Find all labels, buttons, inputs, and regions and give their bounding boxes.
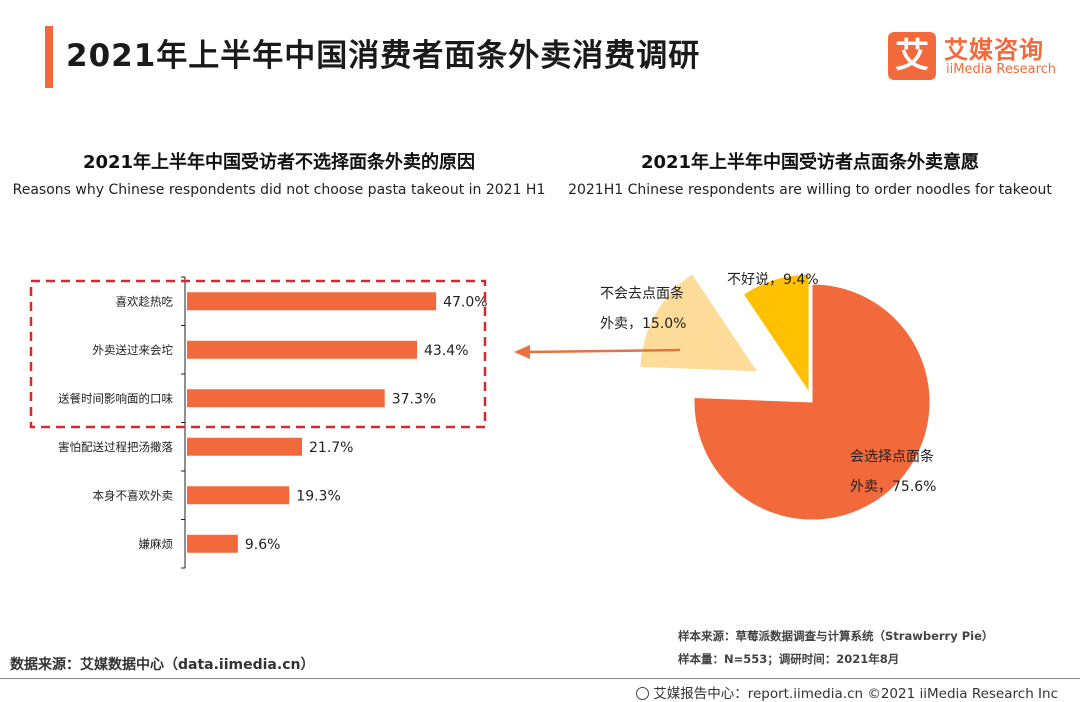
data-source: 数据来源：艾媒数据中心（data.iimedia.cn） bbox=[10, 657, 315, 673]
bar-category-label: 本身不喜欢外卖 bbox=[93, 488, 174, 502]
sample-info: 样本量：N=553；调研时间：2021年8月 bbox=[678, 652, 900, 666]
bar-1 bbox=[187, 292, 437, 311]
bar-value-label: 9.6% bbox=[245, 537, 281, 553]
bar-3 bbox=[187, 389, 385, 408]
bar-value-label: 47.0% bbox=[443, 294, 487, 310]
bar-6 bbox=[187, 534, 238, 553]
connector-arrow-line bbox=[527, 348, 681, 354]
logo-english-name: iiMedia Research bbox=[946, 62, 1057, 77]
bar-5 bbox=[187, 486, 290, 505]
pie-slice-3 bbox=[742, 273, 810, 395]
logo-mark: 艾 bbox=[888, 32, 936, 80]
highlight-box bbox=[29, 279, 487, 429]
pie-slice-label: 会选择点面条 bbox=[850, 448, 934, 465]
pie-slice-2 bbox=[639, 273, 759, 373]
page-title: 2021年上半年中国消费者面条外卖消费调研 bbox=[66, 38, 701, 74]
bar-chart-subtitle: Reasons why Chinese respondents did not … bbox=[12, 182, 546, 198]
iimedia-logo: 艾 艾媒咨询 iiMedia Research bbox=[888, 30, 1068, 82]
pie-chart-title: 2021年上半年中国受访者点面条外卖意愿 bbox=[640, 152, 980, 173]
title-accent-bar bbox=[45, 26, 53, 88]
bar-category-label: 害怕配送过程把汤撒落 bbox=[58, 440, 173, 454]
bar-category-label: 送餐时间影响面的口味 bbox=[58, 391, 173, 405]
bar-value-label: 43.4% bbox=[424, 343, 468, 359]
bar-category-label: 外卖送过来会坨 bbox=[93, 343, 174, 357]
pie-slice-1 bbox=[693, 283, 931, 521]
pie-slice-label: 不会去点面条 bbox=[600, 285, 684, 302]
bar-2 bbox=[187, 340, 418, 359]
pie-chart-subtitle: 2021H1 Chinese respondents are willing t… bbox=[568, 182, 1052, 198]
footer-copyright: 艾媒报告中心：report.iimedia.cn ©2021 iiMedia R… bbox=[636, 682, 1058, 702]
bar-category-label: 嫌麻烦 bbox=[139, 537, 174, 551]
logo-chinese-name: 艾媒咨询 bbox=[944, 36, 1044, 64]
pie-slice-label: 外卖，75.6% bbox=[850, 479, 936, 495]
bar-value-label: 37.3% bbox=[392, 391, 436, 407]
bar-4 bbox=[187, 437, 303, 456]
pie-slice-label: 不好说，9.4% bbox=[727, 272, 819, 288]
bar-value-label: 19.3% bbox=[296, 488, 340, 504]
bar-value-label: 21.7% bbox=[309, 440, 353, 456]
pie-slice-label: 外卖，15.0% bbox=[600, 316, 686, 332]
copyright-text: 艾媒报告中心：report.iimedia.cn ©2021 iiMedia R… bbox=[653, 686, 1058, 702]
arrow-head-icon bbox=[514, 345, 530, 359]
footer-divider bbox=[0, 678, 1080, 679]
globe-icon bbox=[636, 687, 650, 700]
bar-category-label: 喜欢趁热吃 bbox=[116, 294, 174, 308]
bar-chart-title: 2021年上半年中国受访者不选择面条外卖的原因 bbox=[82, 152, 476, 173]
sample-source: 样本来源：草莓派数据调查与计算系统（Strawberry Pie） bbox=[678, 629, 994, 643]
